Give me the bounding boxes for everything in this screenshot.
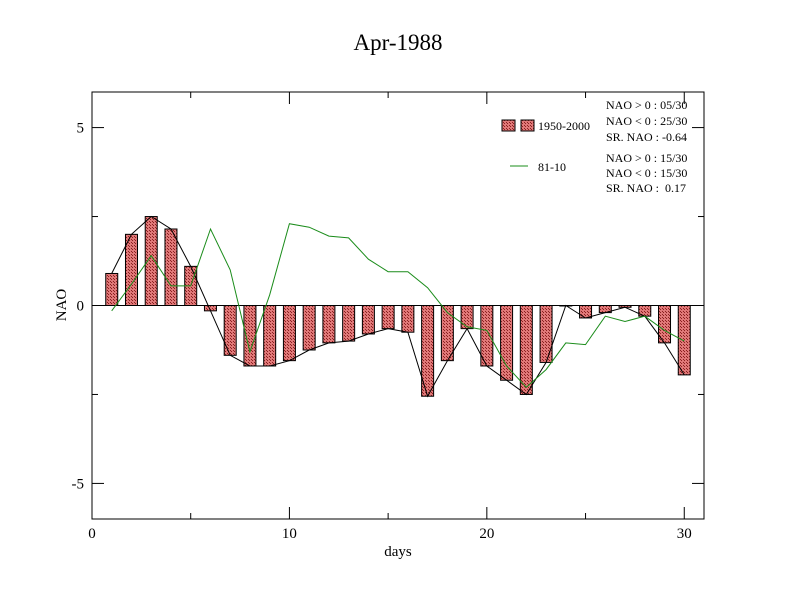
bar (282, 305, 296, 362)
legend-label-1950-2000: 1950-2000 (538, 119, 590, 133)
bar (677, 305, 691, 376)
legend-stat-2-negative: NAO < 0 : 15/30 (606, 166, 687, 180)
y-tick-label: -5 (72, 476, 85, 492)
y-tick-label: 0 (77, 299, 85, 315)
bar (164, 228, 178, 306)
x-tick-label: 10 (282, 526, 297, 542)
bar (401, 305, 415, 333)
bar (460, 305, 474, 330)
bar (124, 233, 138, 306)
bar (500, 305, 514, 381)
bar (223, 305, 237, 356)
y-tick-label: 5 (77, 121, 85, 137)
x-tick-label: 20 (479, 526, 494, 542)
x-tick-label: 30 (677, 526, 692, 542)
bar (361, 305, 375, 335)
series-line-81-10 (111, 223, 685, 389)
series-line-1950-2000 (111, 215, 685, 398)
bar (381, 305, 395, 330)
axis-ticks: 0 10 20 30 -5 0 5 (72, 92, 704, 542)
bar (440, 305, 454, 362)
legend-stat-1-sr: SR. NAO : -0.64 (606, 130, 687, 144)
y-axis-label: NAO (54, 289, 70, 322)
series-lines (92, 215, 704, 398)
chart-title: Apr-1988 (354, 30, 443, 55)
legend-label-81-10: 81-10 (538, 160, 566, 174)
legend: 1950-2000 NAO > 0 : 05/30 NAO < 0 : 25/3… (501, 98, 687, 195)
legend-stat-1-positive: NAO > 0 : 05/30 (606, 98, 687, 112)
bar (539, 305, 553, 363)
legend-swatch-1950-2000 (501, 119, 516, 132)
bar (342, 305, 356, 342)
bars (105, 216, 691, 397)
legend-swatch-1950-2000-b (520, 119, 535, 132)
legend-stat-2-positive: NAO > 0 : 15/30 (606, 151, 687, 165)
bar (263, 305, 277, 367)
bar (519, 305, 533, 395)
bar (105, 272, 119, 307)
bar (322, 305, 336, 344)
x-tick-label: 0 (88, 526, 96, 542)
bar (480, 305, 494, 367)
legend-stat-2-sr: SR. NAO : 0.17 (606, 181, 686, 195)
bar (302, 305, 316, 351)
bar (579, 305, 593, 319)
legend-stat-1-negative: NAO < 0 : 25/30 (606, 114, 687, 128)
x-axis-label: days (384, 544, 412, 560)
